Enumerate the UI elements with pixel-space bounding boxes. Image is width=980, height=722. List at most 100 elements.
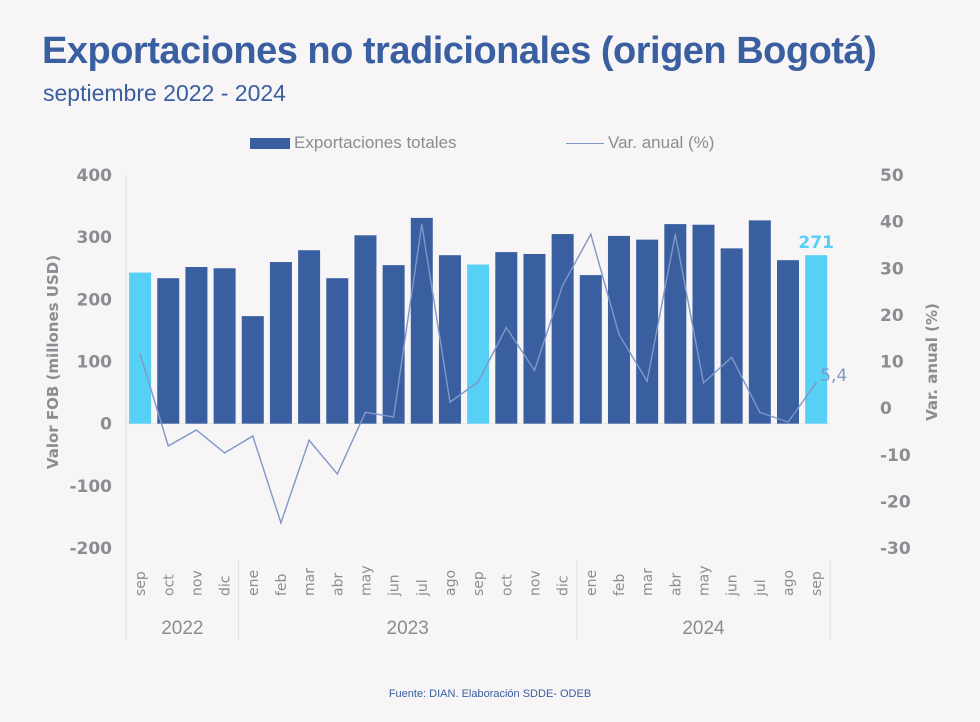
x-tick-label: mar [302,568,318,596]
x-tick-label: nov [189,570,205,596]
y2-tick-label: -10 [880,446,911,466]
line-point [139,353,141,355]
line-point [280,522,282,524]
line-point [730,356,733,359]
y-tick-label: 400 [77,166,113,186]
x-tick-label: jun [725,574,741,597]
y2-tick-label: 50 [880,166,904,186]
bar [495,252,518,424]
line-point [477,381,479,383]
line-point [167,445,170,447]
bar [748,220,771,424]
x-tick-label: may [358,565,374,596]
y2-tick-label: 10 [880,353,904,373]
x-tick-label: jul [415,579,431,597]
line-point [702,382,705,384]
y-tick-label: 100 [77,353,113,373]
x-tick-label: jun [387,574,403,597]
line-point [505,326,508,329]
legend-bar-swatch [250,137,290,149]
legend-item-line: Var. anual (%) [566,132,714,154]
bar [551,234,574,424]
year-group-label: 2022 [161,618,203,639]
y2-axis-title: Var. anual (%) [923,303,941,421]
bar [382,265,405,424]
last-bar-value-label: 271 [798,233,834,253]
line-point [674,233,677,236]
y2-tick-label: -30 [880,539,911,559]
y2-tick-label: 0 [880,399,892,419]
line-point [646,380,648,382]
line-point [251,435,254,437]
year-group-label: 2023 [387,618,429,639]
line-point [420,223,423,226]
y-tick-label: 300 [77,228,113,248]
bar [326,278,349,424]
y-axis-title: Valor FOB (millones USD) [44,255,62,469]
bar [157,278,180,424]
legend-line-label: Var. anual (%) [608,133,715,152]
source-note: Fuente: DIAN. Elaboración SDDE- ODEB [388,688,592,700]
bar [776,260,799,424]
legend-item-bars: Exportaciones totales [250,132,457,154]
bar [354,235,377,424]
year-group-label: 2024 [682,618,725,639]
line-point [815,382,817,384]
y2-tick-label: 40 [880,213,904,233]
y2-tick-label: 30 [880,259,904,279]
line-point [533,369,536,372]
x-tick-label: may [696,565,712,596]
bar [438,255,461,424]
bar [213,268,236,424]
bar [269,262,292,424]
x-tick-label: dic [218,576,234,596]
line-point [449,401,451,403]
bar [298,250,321,424]
x-tick-label: nov [527,570,543,596]
legend-line-swatch [566,142,604,144]
chart-title: Exportaciones no tradicionales (origen B… [42,30,877,72]
last-line-value-label: 5,4 [820,366,847,386]
x-tick-label: feb [274,573,290,596]
x-tick-label: feb [612,573,628,596]
x-tick-label: abr [330,573,346,596]
x-tick-label: oct [499,574,515,596]
bar [241,316,264,424]
line-point [195,429,198,431]
x-tick-label: jul [753,579,769,597]
chart-subtitle: septiembre 2022 - 2024 [43,80,286,106]
y-tick-label: -100 [69,477,112,497]
combo-chart: 4003002001000-100-20050403020100-10-20-3… [44,166,941,640]
y-tick-label: -200 [69,539,112,559]
x-tick-label: dic [556,576,572,596]
line-point [308,439,310,442]
bar [129,272,152,424]
x-tick-label: oct [161,574,177,596]
x-tick-label: ago [781,570,797,596]
x-tick-label: abr [668,573,684,596]
bar [692,224,715,424]
bar [607,235,630,424]
y-tick-label: 0 [100,415,112,435]
x-tick-label: ene [584,570,600,596]
bar [720,248,743,424]
legend-bars-label: Exportaciones totales [294,133,457,152]
line-point [590,233,592,236]
line-point [759,411,761,414]
x-tick-label: mar [640,568,656,596]
bar [185,267,208,424]
y2-tick-label: -20 [880,492,911,512]
bar [636,239,659,424]
x-tick-label: ago [443,570,459,596]
line-point [392,416,395,418]
line-point [561,284,564,287]
line-point [336,473,339,475]
y-tick-label: 200 [77,290,113,310]
x-tick-label: ene [246,570,262,596]
line-point [223,452,226,454]
bar [805,255,828,424]
line-point [618,333,620,336]
bar [410,217,433,424]
y2-tick-label: 20 [880,306,904,326]
bar [579,275,602,424]
